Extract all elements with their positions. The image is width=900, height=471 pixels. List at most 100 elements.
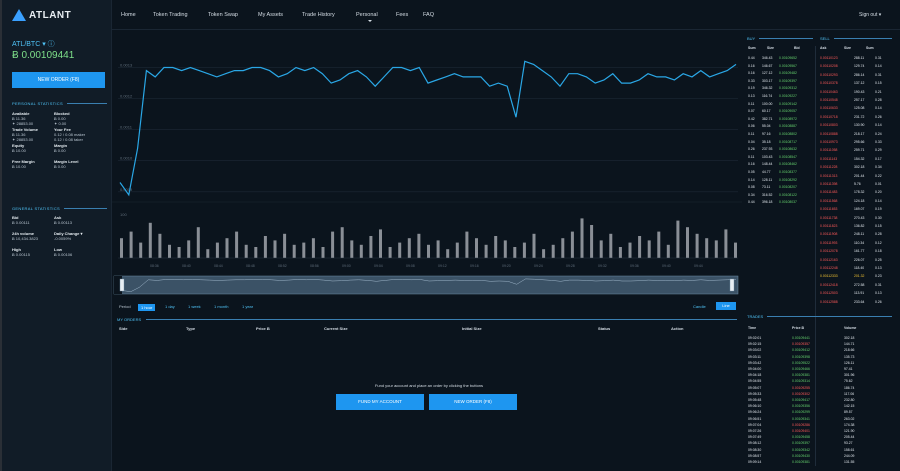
sell-row-cell[interactable]: 0.00110548 xyxy=(820,98,838,102)
sell-row-cell[interactable]: 178.32 xyxy=(854,190,865,195)
buy-row-cell[interactable]: 73.11 xyxy=(762,185,771,190)
sell-row-cell[interactable]: 0.29 xyxy=(875,148,882,153)
buy-row-cell[interactable]: 128.11 xyxy=(762,177,773,182)
sell-row-cell[interactable]: 0.33 xyxy=(875,140,882,144)
buy-row-cell[interactable]: 0.00108122 xyxy=(779,192,797,197)
buy-row-cell[interactable]: 148.44 xyxy=(762,162,773,167)
orders-col-price[interactable]: Price Ƀ xyxy=(256,326,270,331)
buy-row-cell[interactable]: 0.11 xyxy=(748,154,755,159)
buy-row-cell[interactable]: 346.43 xyxy=(762,56,773,60)
sell-row-cell[interactable]: 0.26 xyxy=(875,114,882,119)
buy-row-cell[interactable]: 0.00108802 xyxy=(779,132,797,136)
buy-row-cell[interactable]: 116.74 xyxy=(762,94,773,98)
buy-row-cell[interactable]: 0.34 xyxy=(748,192,755,197)
sell-row-cell[interactable]: 0.28 xyxy=(875,232,882,237)
buy-row-cell[interactable]: 0.06 xyxy=(748,124,755,129)
buy-row-cell[interactable]: 0.08 xyxy=(748,185,755,190)
buy-row-cell[interactable]: 0.00108462 xyxy=(779,162,797,167)
buy-row-cell[interactable]: 0.00108717 xyxy=(779,139,797,144)
sell-row-cell[interactable]: 5.76 xyxy=(854,182,861,186)
sell-row-cell[interactable]: 113.91 xyxy=(854,291,865,296)
sell-row-cell[interactable]: 0.00112588 xyxy=(820,299,838,304)
sell-row-cell[interactable]: 0.00110463 xyxy=(820,89,838,94)
sell-row-cell[interactable]: 0.31 xyxy=(875,282,882,287)
sell-row-cell[interactable]: 0.17 xyxy=(875,156,882,161)
sell-row-cell[interactable]: 270.43 xyxy=(854,215,865,220)
sell-row-cell[interactable]: 0.00110123 xyxy=(820,56,838,60)
logo[interactable]: ATLANT xyxy=(12,9,71,21)
sell-row-cell[interactable]: 0.21 xyxy=(875,89,882,94)
sell-row-cell[interactable]: 124.18 xyxy=(854,198,865,203)
sell-row-cell[interactable]: 0.34 xyxy=(875,165,882,170)
candle-mode-toggle[interactable]: Candle xyxy=(693,304,706,309)
buy-row-cell[interactable]: 0.00108037 xyxy=(779,200,797,205)
buy-row-cell[interactable]: 0.00109567 xyxy=(779,63,797,68)
buy-row-cell[interactable]: 35.18 xyxy=(762,139,771,144)
orders-col-status[interactable]: Status xyxy=(598,326,611,331)
nav-personal[interactable]: Personal xyxy=(356,12,378,18)
sell-row-cell[interactable]: 136.82 xyxy=(854,224,865,228)
sell-row-cell[interactable]: 0.00110718 xyxy=(820,114,838,119)
sell-row-cell[interactable]: 0.15 xyxy=(875,224,882,228)
sell-row-cell[interactable]: 0.30 xyxy=(875,215,882,220)
price-chart[interactable]: 0.0013 0.0012 0.0011 0.0010 0.0009 100 08:36 08… xyxy=(112,30,742,320)
sell-row-cell[interactable]: 0.25 xyxy=(875,257,882,262)
buy-row-cell[interactable]: 0.00109652 xyxy=(779,56,797,60)
buy-row-cell[interactable]: 0.00109397 xyxy=(779,78,797,83)
nav-token-trading[interactable]: Token Trading xyxy=(153,12,188,18)
sell-row-cell[interactable]: 0.13 xyxy=(875,266,882,270)
sell-row-cell[interactable]: 0.24 xyxy=(875,131,882,136)
buy-row-cell[interactable]: 0.16 xyxy=(748,71,755,76)
buy-row-cell[interactable]: 100.00 xyxy=(762,101,773,106)
buy-row-cell[interactable]: 0.44 xyxy=(748,200,755,205)
buy-row-cell[interactable]: 303.17 xyxy=(762,78,773,83)
sell-row-cell[interactable]: 257.17 xyxy=(854,98,865,102)
nav-token-swap[interactable]: Token Swap xyxy=(208,12,238,18)
sell-row-cell[interactable]: 118.40 xyxy=(854,266,865,270)
sell-row-cell[interactable]: 233.64 xyxy=(854,299,865,304)
sell-row-cell[interactable]: 0.00112333 xyxy=(820,274,838,279)
sell-row-cell[interactable]: 0.00110803 xyxy=(820,123,838,128)
sell-row-cell[interactable]: 130.90 xyxy=(854,123,865,128)
buy-row-cell[interactable]: 0.19 xyxy=(748,86,755,91)
buy-row-cell[interactable]: 0.00109312 xyxy=(779,86,797,91)
sell-row-cell[interactable]: 0.28 xyxy=(875,98,882,102)
sell-row-cell[interactable]: 0.20 xyxy=(875,190,882,195)
sell-row-cell[interactable]: 137.12 xyxy=(854,81,865,86)
buy-row-cell[interactable]: 0.00108292 xyxy=(779,177,797,182)
sell-row-cell[interactable]: 0.14 xyxy=(875,123,882,128)
buy-row-cell[interactable]: 103.43 xyxy=(762,154,773,159)
buy-row-cell[interactable]: 0.00109227 xyxy=(779,94,797,98)
sell-row-cell[interactable]: 0.12 xyxy=(875,240,882,245)
sell-row-cell[interactable]: 0.00112248 xyxy=(820,266,838,270)
sell-row-cell[interactable]: 154.32 xyxy=(854,156,865,161)
buy-row-cell[interactable]: 0.00108632 xyxy=(779,147,797,152)
sell-row-cell[interactable]: 0.15 xyxy=(875,81,882,86)
sell-row-cell[interactable]: 272.58 xyxy=(854,282,865,287)
buy-row-cell[interactable]: 0.00108972 xyxy=(779,116,797,121)
buy-row-cell[interactable]: 346.32 xyxy=(762,86,773,91)
buy-row-cell[interactable]: 0.33 xyxy=(748,78,755,83)
sell-row-cell[interactable]: 0.00110293 xyxy=(820,72,838,77)
sell-row-cell[interactable]: 161.77 xyxy=(854,249,865,254)
sell-row-cell[interactable]: 0.00111653 xyxy=(820,207,838,212)
buy-row-cell[interactable]: 0.00109057 xyxy=(779,109,797,114)
orders-col-current-size[interactable]: Current Size xyxy=(324,326,348,331)
buy-row-cell[interactable]: 396.18 xyxy=(762,200,773,205)
nav-my-assets[interactable]: My Assets xyxy=(258,12,284,18)
nav-fees[interactable]: Fees xyxy=(396,12,409,18)
buy-row-cell[interactable]: 0.13 xyxy=(748,94,755,98)
sell-row-cell[interactable]: 0.00111823 xyxy=(820,224,838,228)
sell-row-cell[interactable]: 0.00111143 xyxy=(820,156,838,161)
sell-row-cell[interactable]: 0.00112503 xyxy=(820,291,838,296)
pair-selector[interactable]: ATL/BTC ▾ ⓘ xyxy=(12,41,55,48)
sell-row-cell[interactable]: 295.66 xyxy=(854,140,865,144)
sell-row-cell[interactable]: 0.00111738 xyxy=(820,215,838,220)
sell-row-cell[interactable]: 0.00111058 xyxy=(820,148,838,153)
sell-row-cell[interactable]: 169.07 xyxy=(854,207,865,212)
sell-row-cell[interactable]: 0.01 xyxy=(875,182,882,186)
sell-row-cell[interactable]: 302.18 xyxy=(854,165,865,170)
sign-out-menu[interactable]: Sign out ▾ xyxy=(859,12,882,18)
buy-row-cell[interactable]: 127.12 xyxy=(762,71,773,76)
sell-row-cell[interactable]: 0.00111993 xyxy=(820,240,838,245)
